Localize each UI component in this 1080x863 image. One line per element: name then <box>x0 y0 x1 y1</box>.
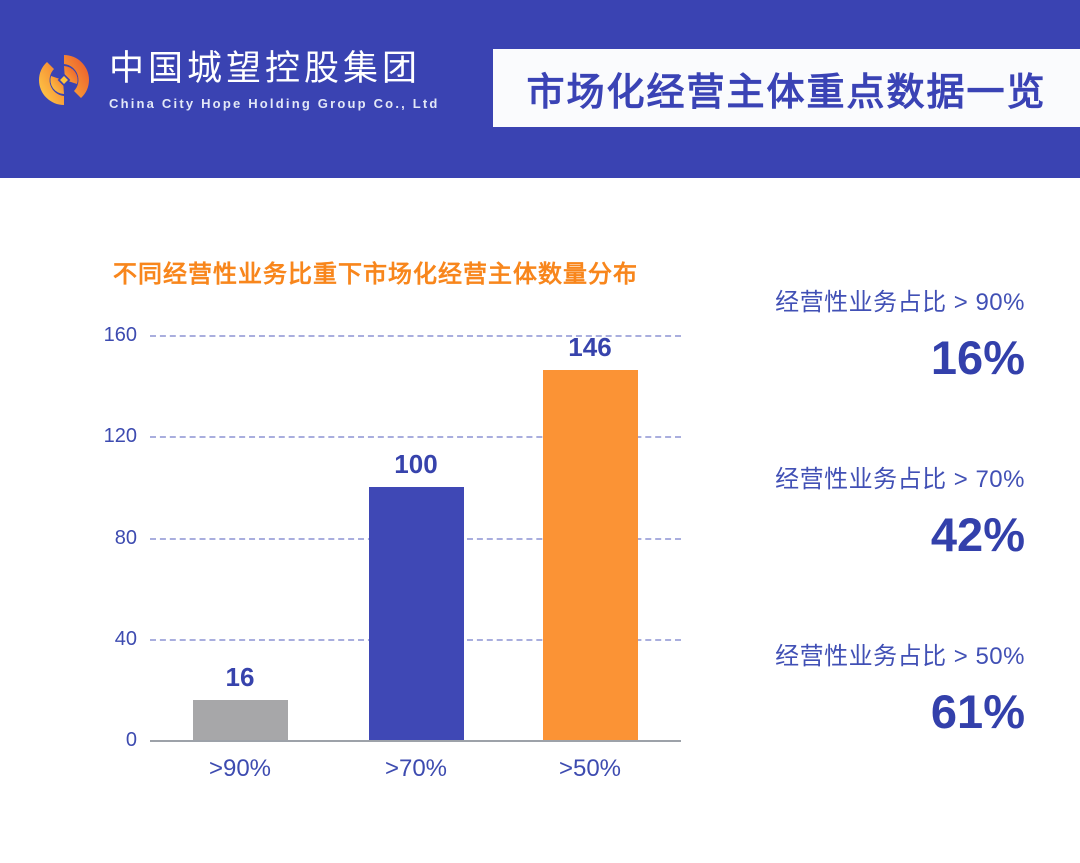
stat-over-70: 经营性业务占比 > 70% 42% <box>645 465 1025 560</box>
stat-over-90: 经营性业务占比 > 90% 16% <box>645 288 1025 383</box>
header-banner: 中国城望控股集团 China City Hope Holding Group C… <box>0 0 1080 178</box>
stat-label: 经营性业务占比 > 70% <box>775 466 1025 493</box>
bar->50% <box>542 370 638 740</box>
company-logo-icon <box>39 55 89 106</box>
x-category-label: >90% <box>208 755 272 782</box>
company-name-zh: 中国城望控股集团 <box>109 49 422 88</box>
x-axis-line <box>150 740 681 742</box>
stat-label: 经营性业务占比 > 90% <box>775 289 1025 316</box>
chart-title: 不同经营性业务比重下市场化经营主体数量分布 <box>113 261 638 288</box>
gridline-160 <box>150 335 681 337</box>
y-tick-label-160: 160 <box>103 324 137 346</box>
stat-value: 42% <box>930 508 1025 561</box>
stat-value: 16% <box>930 331 1025 384</box>
bar-value-label: 16 <box>225 661 255 692</box>
company-name-en: China City Hope Holding Group Co., Ltd <box>109 95 440 111</box>
brand-text: 中国城望控股集团 China City Hope Holding Group C… <box>109 49 440 111</box>
bar-chart: 0 40 80 120 160 16 >90% 100 >70% 146 >50% <box>100 324 700 805</box>
x-category-label: >50% <box>558 755 622 782</box>
bar-value-label: 100 <box>394 448 438 479</box>
brand-block: 中国城望控股集团 China City Hope Holding Group C… <box>34 49 440 111</box>
y-tick-label-40: 40 <box>114 627 137 650</box>
bar->70% <box>368 486 464 740</box>
x-category-label: >70% <box>384 755 448 782</box>
page-title-box: 市场化经营主体重点数据一览 <box>493 49 1080 127</box>
bar-value-label: 146 <box>568 332 612 363</box>
y-tick-label-80: 80 <box>114 526 137 549</box>
y-tick-label-120: 120 <box>103 425 137 448</box>
stat-value: 61% <box>930 685 1025 738</box>
bar->90% <box>192 699 288 740</box>
gridline-120 <box>150 436 681 439</box>
page-title: 市场化经营主体重点数据一览 <box>526 71 1047 114</box>
stat-over-50: 经营性业务占比 > 50% 61% <box>645 642 1025 737</box>
y-tick-label-0: 0 <box>125 729 137 751</box>
stat-label: 经营性业务占比 > 50% <box>775 643 1025 670</box>
